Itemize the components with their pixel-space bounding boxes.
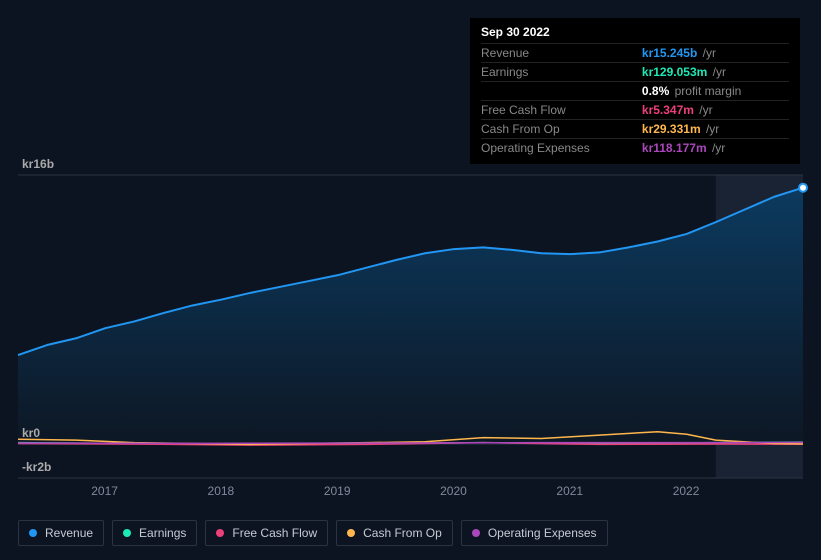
tooltip-row-value: kr118.177m [642,141,707,155]
legend-item-earnings[interactable]: Earnings [112,520,197,546]
tooltip-row-value: kr129.053m [642,65,707,79]
legend-item-cash-from-op[interactable]: Cash From Op [336,520,453,546]
tooltip-row-label: Cash From Op [481,120,642,139]
legend-label: Operating Expenses [488,526,597,540]
x-axis-label: 2018 [208,484,235,498]
tooltip-row-label: Operating Expenses [481,139,642,158]
x-axis-label: 2020 [440,484,467,498]
y-axis-label: kr0 [22,426,40,440]
tooltip-row-value: kr15.245b [642,46,697,60]
legend-dot-icon [472,529,480,537]
y-axis-label: kr16b [22,157,54,171]
legend-dot-icon [123,529,131,537]
tooltip-row-label [481,82,642,101]
tooltip-row: Free Cash Flowkr5.347m /yr [481,101,789,120]
tooltip-row-label: Revenue [481,44,642,63]
legend-dot-icon [347,529,355,537]
tooltip-row-unit: /yr [699,46,716,60]
tooltip-row: Revenuekr15.245b /yr [481,44,789,63]
legend-item-revenue[interactable]: Revenue [18,520,104,546]
x-axis-label: 2019 [324,484,351,498]
x-axis-label: 2017 [91,484,118,498]
x-axis-label: 2022 [673,484,700,498]
legend-label: Free Cash Flow [232,526,317,540]
tooltip-row-unit: /yr [709,65,726,79]
tooltip-row-unit: /yr [703,122,720,136]
tooltip-row-value: kr29.331m [642,122,701,136]
legend-item-operating-expenses[interactable]: Operating Expenses [461,520,608,546]
tooltip-row: Operating Expenseskr118.177m /yr [481,139,789,158]
tooltip-row-unit: /yr [696,103,713,117]
tooltip-row-label: Earnings [481,63,642,82]
chart-legend: Revenue Earnings Free Cash Flow Cash From O… [18,520,608,546]
legend-dot-icon [29,529,37,537]
tooltip-row: Earningskr129.053m /yr [481,63,789,82]
tooltip-row-value: 0.8% [642,84,669,98]
tooltip-row: Cash From Opkr29.331m /yr [481,120,789,139]
tooltip-row: 0.8% profit margin [481,82,789,101]
legend-dot-icon [216,529,224,537]
tooltip-date: Sep 30 2022 [481,25,789,39]
tooltip-row-label: Free Cash Flow [481,101,642,120]
tooltip-row-unit: profit margin [671,84,741,98]
tooltip-row-value: kr5.347m [642,103,694,117]
x-axis-label: 2021 [556,484,583,498]
chart-tooltip: Sep 30 2022 Revenuekr15.245b /yrEarnings… [470,18,800,164]
legend-item-free-cash-flow[interactable]: Free Cash Flow [205,520,328,546]
y-axis-label: -kr2b [22,460,51,474]
legend-label: Earnings [139,526,186,540]
tooltip-row-unit: /yr [709,141,726,155]
legend-label: Cash From Op [363,526,442,540]
legend-label: Revenue [45,526,93,540]
